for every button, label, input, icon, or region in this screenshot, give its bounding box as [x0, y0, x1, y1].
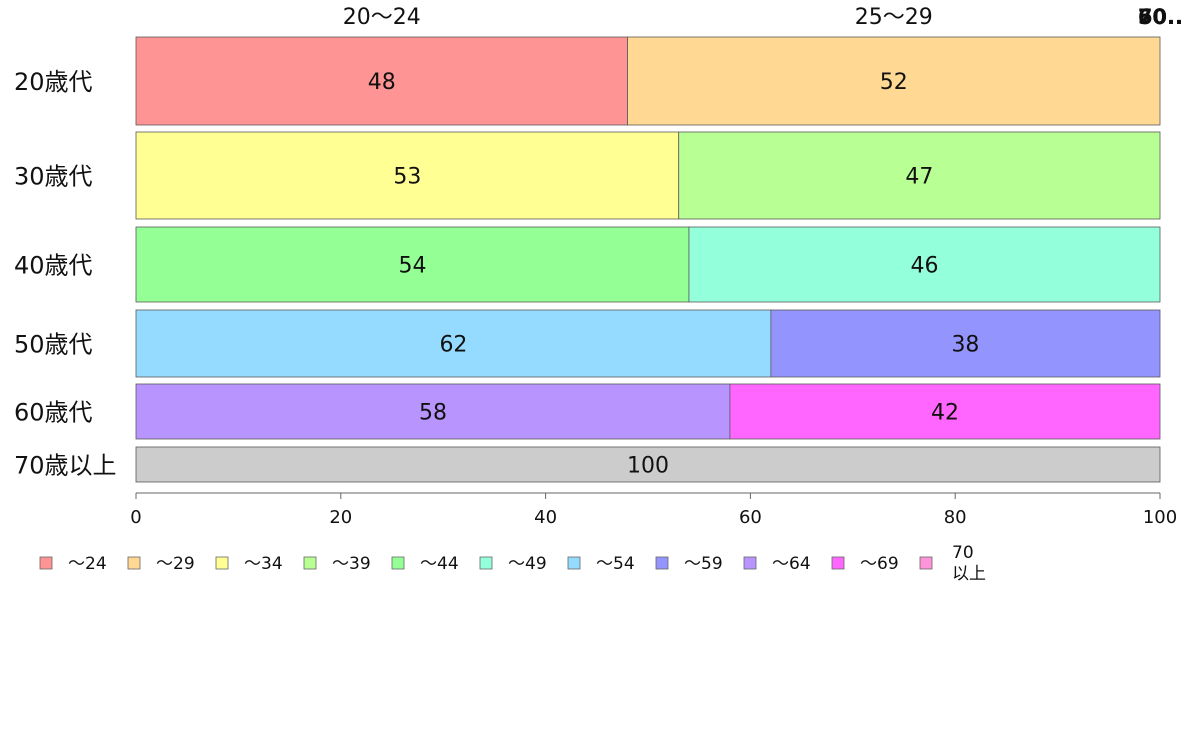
bar-segment-0-1 [627, 36, 1161, 126]
bar-segment-5-0 [135, 446, 1161, 483]
legend-swatch-3 [303, 556, 317, 570]
top-label-3: 60.. [1138, 5, 1183, 29]
top-label-0: 20～24 [343, 5, 421, 30]
bar-segment-0-0 [135, 36, 628, 126]
top-label-4: 70.. [1138, 5, 1183, 29]
data-label-0-0: 48 [368, 70, 396, 95]
legend-swatch-7 [655, 556, 669, 570]
category-label-0: 20歳代 [14, 68, 93, 96]
category-label-4: 60歳代 [14, 399, 93, 427]
legend-label-9: ～69 [860, 554, 899, 574]
legend-swatch-0 [39, 556, 53, 570]
bar-segment-4-0 [135, 383, 731, 440]
category-label-3: 50歳代 [14, 331, 93, 359]
legend-swatch-2 [215, 556, 229, 570]
legend-label-6: ～54 [596, 554, 635, 574]
bar-segment-1-1 [678, 131, 1161, 220]
x-tick-label-1: 20 [329, 507, 352, 528]
data-label-2-0: 54 [398, 254, 426, 279]
legend-swatch-1 [127, 556, 141, 570]
x-tick-label-3: 60 [739, 507, 762, 528]
legend-label-7: ～59 [684, 554, 723, 574]
legend-label-1: ～29 [156, 554, 195, 574]
legend-swatch-6 [567, 556, 581, 570]
legend-label-10: 70 以上 [952, 543, 986, 584]
category-label-1: 30歳代 [14, 163, 93, 191]
top-label-2: 50.. [1138, 5, 1183, 29]
legend-label-2: ～34 [244, 554, 283, 574]
category-label-2: 40歳代 [14, 252, 93, 280]
data-label-3-0: 62 [439, 333, 467, 358]
legend-label-0: ～24 [68, 554, 107, 574]
legend-label-5: ～49 [508, 554, 547, 574]
data-label-5-0: 100 [627, 454, 669, 479]
legend-label-3: ～39 [332, 554, 371, 574]
legend-swatch-4 [391, 556, 405, 570]
bar-segment-3-0 [135, 309, 772, 378]
x-tick-label-0: 0 [130, 507, 141, 528]
legend-label-8: ～64 [772, 554, 811, 574]
top-label-1: 25～29 [855, 5, 933, 30]
bar-segment-4-1 [729, 383, 1161, 440]
bar-segment-3-1 [770, 309, 1161, 378]
data-label-3-1: 38 [951, 333, 979, 358]
data-label-4-0: 58 [419, 401, 447, 426]
bar-segment-2-0 [135, 226, 690, 303]
legend-swatch-8 [743, 556, 757, 570]
x-tick-label-2: 40 [534, 507, 557, 528]
x-tick-label-5: 100 [1143, 507, 1177, 528]
legend-label-line: 70 [952, 543, 974, 563]
legend-swatch-5 [479, 556, 493, 570]
legend-label-4: ～44 [420, 554, 459, 574]
category-label-5: 70歳以上 [14, 452, 117, 480]
data-label-2-1: 46 [910, 254, 938, 279]
legend-swatch-9 [831, 556, 845, 570]
data-label-4-1: 42 [931, 401, 959, 426]
data-label-1-1: 47 [905, 165, 933, 190]
data-label-0-1: 52 [880, 70, 908, 95]
x-tick-label-4: 80 [944, 507, 967, 528]
data-label-1-0: 53 [393, 165, 421, 190]
legend-swatch-10 [919, 556, 933, 570]
bar-segment-1-0 [135, 131, 680, 220]
legend-label-line: 以上 [952, 564, 986, 584]
bar-segment-2-1 [688, 226, 1161, 303]
